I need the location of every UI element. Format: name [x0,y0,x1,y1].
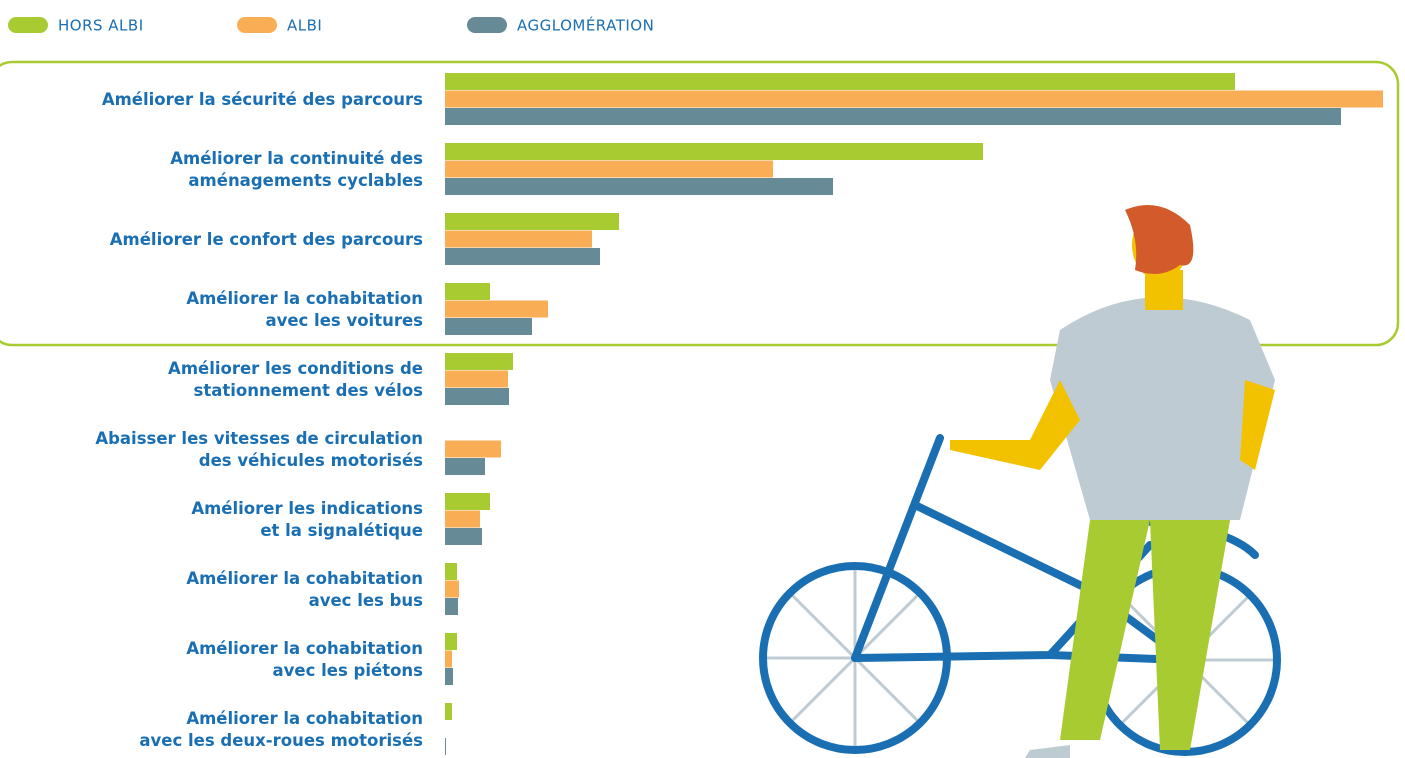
bar [445,91,1383,108]
legend-swatch [467,17,507,33]
category-label: aménagements cyclables [188,171,423,190]
bar [445,178,833,195]
bar [445,598,458,615]
category-label: avec les deux-roues motorisés [139,731,423,750]
bar [445,388,509,405]
category-label: et la signalétique [260,521,423,540]
bar [445,231,592,248]
category-label: Améliorer la cohabitation [186,639,423,658]
bar [445,353,513,370]
bar [445,493,490,510]
bar [445,108,1341,125]
category-label: Améliorer la sécurité des parcours [102,90,423,109]
category-label: des véhicules motorisés [199,451,423,470]
bar [445,213,619,230]
category-label: Améliorer les conditions de [168,359,423,378]
category-label: Améliorer la continuité des [170,149,423,168]
bar [445,143,983,160]
bar [445,318,532,335]
legend-label: ALBI [287,17,322,35]
category-label: Améliorer les indications [191,499,423,518]
bar [445,633,457,650]
bar [445,371,508,388]
legend-label: HORS ALBI [58,17,144,35]
bar [445,283,490,300]
bar [445,73,1235,90]
bar [445,458,485,475]
bar [445,511,480,528]
bar [445,441,501,458]
bar [445,301,548,318]
bar [445,703,452,720]
legend-label: AGGLOMÉRATION [517,16,654,35]
bar [445,563,457,580]
legend-swatch [8,17,48,33]
legend-swatch [237,17,277,33]
bar [445,248,600,265]
bar [445,528,482,545]
category-label: avec les piétons [273,661,424,680]
category-label: avec les bus [309,591,424,610]
bar [445,161,773,178]
bar [445,651,452,668]
bar [445,668,453,685]
category-label: Améliorer la cohabitation [186,289,423,308]
category-label: Améliorer le confort des parcours [110,230,423,249]
category-label: Abaisser les vitesses de circulation [95,429,423,448]
category-label: stationnement des vélos [194,381,424,400]
category-label: Améliorer la cohabitation [186,709,423,728]
bar [445,581,459,598]
category-label: Améliorer la cohabitation [186,569,423,588]
bar [445,738,446,755]
chart: HORS ALBI ALBI AGGLOMÉRATION Améliorer la s… [0,0,1405,758]
category-label: avec les voitures [265,311,423,330]
